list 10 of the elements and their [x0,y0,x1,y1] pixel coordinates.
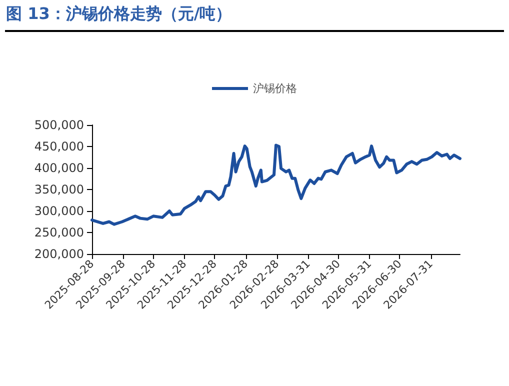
chart-title: 图 13：沪锡价格走势（元/吨） [6,4,232,25]
legend-label: 沪锡价格 [253,82,297,95]
y-tick-label: 450,000 [34,140,84,154]
y-tick-label: 200,000 [34,247,84,261]
y-tick-label: 350,000 [34,182,84,196]
y-tick-label: 500,000 [34,118,84,132]
y-tick-label: 300,000 [34,204,84,218]
y-tick-label: 400,000 [34,161,84,175]
line-series [90,144,462,226]
y-tick-label: 250,000 [34,226,84,240]
